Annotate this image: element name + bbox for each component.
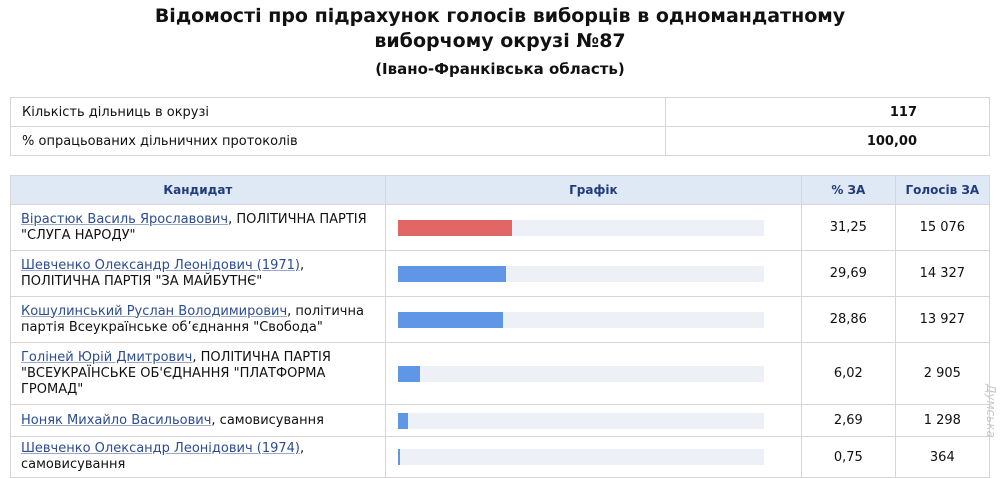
votes-cell: 13 927 xyxy=(894,296,991,343)
vote-share-bar xyxy=(397,412,408,429)
summary-table: Кількість дільниць в окрузі 117 % опраць… xyxy=(10,97,990,156)
chart-cell xyxy=(384,296,802,343)
vote-share-bar xyxy=(397,311,504,328)
votes-cell: 2 905 xyxy=(894,342,991,405)
precincts-value: 117 xyxy=(665,97,990,127)
header-chart: Графік xyxy=(384,175,802,205)
table-row: Ноняк Михайло Васильович, самовисування 2… xyxy=(10,404,991,437)
candidate-party: , ПОЛІТИЧНА ПАРТІЯ "ВСЕУКРАЇНСЬКЕ ОБ'ЄДН… xyxy=(21,349,331,397)
percent-cell: 29,69 xyxy=(800,250,896,297)
chart-cell xyxy=(384,342,802,405)
precincts-label: Кількість дільниць в окрузі xyxy=(10,97,666,127)
percent-cell: 28,86 xyxy=(800,296,896,343)
bar-track xyxy=(397,219,764,236)
region-subtitle: (Івано-Франківська область) xyxy=(375,60,625,78)
candidate-link[interactable]: Ноняк Михайло Васильович xyxy=(21,412,212,428)
vote-share-bar xyxy=(397,219,513,236)
chart-cell xyxy=(384,204,802,251)
percent-cell: 6,02 xyxy=(800,342,896,405)
votes-cell: 364 xyxy=(894,436,991,478)
candidate-party: , політична партія Всеукраїнське об’єдна… xyxy=(21,303,364,335)
candidate-link[interactable]: Шевченко Олександр Леонідович (1974) xyxy=(21,441,300,456)
results-body: Вірастюк Василь Ярославович, ПОЛІТИЧНА П… xyxy=(10,204,991,478)
percent-cell: 2,69 xyxy=(800,404,896,437)
candidate-link[interactable]: Голіней Юрій Дмитрович xyxy=(21,349,193,365)
watermark: Думська xyxy=(984,384,998,438)
candidate-cell: Шевченко Олександр Леонідович (1974), са… xyxy=(10,436,386,478)
bar-track xyxy=(397,449,764,465)
chart-cell xyxy=(384,250,802,297)
percent-cell: 0,75 xyxy=(800,436,896,478)
candidate-cell: Вірастюк Василь Ярославович, ПОЛІТИЧНА П… xyxy=(10,204,386,251)
header-percent: % ЗА xyxy=(800,175,896,205)
processed-value: 100,00 xyxy=(665,126,990,156)
page-title: Відомості про підрахунок голосів виборці… xyxy=(0,4,1000,54)
bar-track xyxy=(397,365,764,382)
table-row: Шевченко Олександр Леонідович (1971), ПО… xyxy=(10,250,991,297)
header-votes: Голосів ЗА xyxy=(894,175,991,205)
candidate-cell: Ноняк Михайло Васильович, самовисування xyxy=(10,404,386,437)
title-line-2: виборчому окрузі №87 xyxy=(374,30,626,52)
processed-label: % опрацьованих дільничних протоколів xyxy=(10,126,666,156)
bar-track xyxy=(397,311,764,328)
table-row: Вірастюк Василь Ярославович, ПОЛІТИЧНА П… xyxy=(10,204,991,251)
candidate-cell: Кошулинський Руслан Володимирович, політ… xyxy=(10,296,386,343)
results-table: Кандидат Графік % ЗА Голосів ЗА Вірастюк… xyxy=(10,175,991,478)
table-row: Шевченко Олександр Леонідович (1974), са… xyxy=(10,436,991,478)
candidate-cell: Голіней Юрій Дмитрович, ПОЛІТИЧНА ПАРТІЯ… xyxy=(10,342,386,405)
candidate-link[interactable]: Кошулинський Руслан Володимирович xyxy=(21,303,288,319)
votes-cell: 1 298 xyxy=(894,404,991,437)
summary-row-precincts: Кількість дільниць в окрузі 117 xyxy=(10,97,990,127)
chart-cell xyxy=(384,436,802,478)
bar-track xyxy=(397,265,764,282)
vote-share-bar xyxy=(397,449,401,465)
candidate-party: , ПОЛІТИЧНА ПАРТІЯ "СЛУГА НАРОДУ" xyxy=(21,211,367,243)
vote-share-bar xyxy=(397,365,420,382)
percent-cell: 31,25 xyxy=(800,204,896,251)
candidate-party: , самовисування xyxy=(211,412,324,428)
bar-track xyxy=(397,412,764,429)
title-line-1: Відомості про підрахунок голосів виборці… xyxy=(154,5,846,27)
summary-row-processed: % опрацьованих дільничних протоколів 100… xyxy=(10,126,990,156)
table-row: Голіней Юрій Дмитрович, ПОЛІТИЧНА ПАРТІЯ… xyxy=(10,342,991,405)
candidate-link[interactable]: Вірастюк Василь Ярославович xyxy=(21,211,229,227)
candidate-cell: Шевченко Олександр Леонідович (1971), ПО… xyxy=(10,250,386,297)
table-row: Кошулинський Руслан Володимирович, політ… xyxy=(10,296,991,343)
header-candidate: Кандидат xyxy=(10,175,386,205)
vote-share-bar xyxy=(397,265,507,282)
votes-cell: 14 327 xyxy=(894,250,991,297)
candidate-party: , ПОЛІТИЧНА ПАРТІЯ "ЗА МАЙБУТНЄ" xyxy=(21,257,305,289)
candidate-link[interactable]: Шевченко Олександр Леонідович (1971) xyxy=(21,257,300,273)
chart-cell xyxy=(384,404,802,437)
votes-cell: 15 076 xyxy=(894,204,991,251)
results-header-row: Кандидат Графік % ЗА Голосів ЗА xyxy=(10,175,991,205)
